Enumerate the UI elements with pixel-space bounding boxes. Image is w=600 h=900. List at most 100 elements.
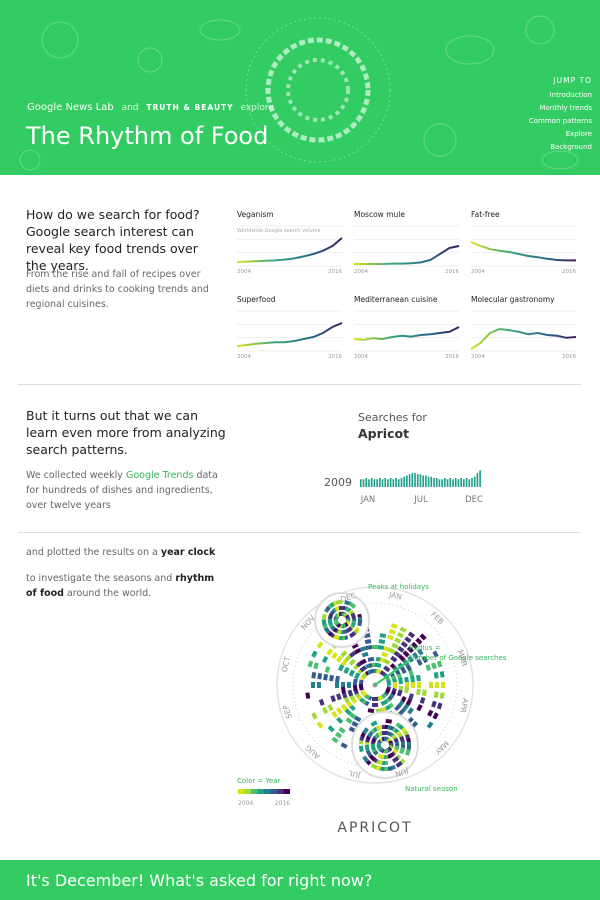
decor-block	[327, 704, 334, 712]
decor-block	[400, 641, 408, 648]
decor-block	[367, 708, 375, 714]
decor-block	[386, 679, 392, 687]
week-bar	[362, 479, 365, 487]
decor-block	[388, 628, 396, 635]
week-bar	[389, 478, 392, 487]
decor-block	[347, 689, 354, 697]
decor-block	[399, 747, 405, 755]
decor-block	[435, 682, 439, 688]
decor-block	[348, 602, 357, 609]
x-label: 2016	[445, 269, 459, 275]
decor-block	[345, 717, 353, 724]
decor-block	[340, 742, 348, 749]
header-clock	[245, 17, 391, 163]
decor-block	[396, 689, 403, 697]
decor-block	[370, 743, 376, 751]
week-bar	[435, 478, 438, 487]
decor-block	[340, 686, 346, 694]
annotation: Natural season	[405, 785, 458, 793]
trend-line	[354, 245, 460, 265]
decor-block	[407, 707, 414, 715]
decor-block	[332, 634, 340, 640]
week-bar	[365, 478, 368, 487]
nav-link[interactable]: Monthly trends	[539, 104, 592, 112]
decor-block	[357, 619, 363, 627]
nav-link[interactable]: Common patterns	[528, 117, 592, 125]
chart-subject: Apricot	[358, 426, 409, 441]
decor-block	[336, 707, 343, 715]
decor-block	[311, 672, 317, 679]
month-label: JUL	[347, 768, 362, 780]
nav-link[interactable]: Introduction	[549, 91, 592, 99]
clock-ring	[276, 586, 474, 784]
decor-block	[432, 650, 439, 658]
decor-block	[399, 735, 405, 743]
week-bar	[376, 479, 378, 487]
header-doodles	[19, 15, 579, 171]
decor-block	[394, 704, 402, 712]
decor-block	[391, 756, 400, 763]
decor-block	[307, 660, 314, 668]
decor-block	[408, 669, 414, 677]
decor-block	[335, 682, 339, 688]
week-bar	[433, 478, 435, 487]
decor-block	[426, 721, 434, 729]
week-bar	[479, 470, 481, 487]
week-bar	[360, 479, 362, 487]
week-bar	[422, 475, 424, 487]
decor-block	[348, 669, 355, 677]
decor-block	[412, 652, 419, 660]
nav-title: JUMP TO	[553, 76, 592, 85]
week-bar	[460, 478, 462, 487]
x-label: 2016	[562, 354, 576, 360]
week-bar	[473, 476, 476, 487]
decor-block	[364, 639, 372, 644]
decor-block	[359, 646, 367, 652]
decor-block	[417, 682, 421, 688]
month-label: SEP	[281, 703, 294, 719]
legend-swatch	[244, 789, 251, 794]
decor-block	[379, 633, 387, 639]
decor-block	[382, 731, 388, 735]
decor-block	[396, 631, 405, 639]
decor-block	[340, 703, 348, 711]
week-bar	[430, 476, 433, 487]
decor-block	[367, 656, 375, 662]
year-label: 2009	[324, 476, 352, 489]
decor-block	[372, 703, 378, 707]
brand: Google News Lab	[27, 102, 114, 113]
x-label: 2004	[237, 269, 251, 275]
week-bar	[397, 479, 400, 487]
learn-body: We collected weekly Google Trends data f…	[26, 468, 226, 513]
decor-block	[317, 682, 321, 688]
decor-block	[327, 725, 335, 733]
week-bar	[411, 472, 414, 487]
nav-link[interactable]: Explore	[565, 130, 592, 138]
week-bar	[406, 475, 408, 487]
week-bar	[416, 474, 419, 487]
x-label: 2016	[562, 269, 576, 275]
nav-link[interactable]: Background	[550, 143, 592, 151]
decor-block	[419, 696, 426, 704]
decor-block	[402, 703, 410, 711]
decor-block	[416, 674, 421, 682]
decor-block	[344, 600, 352, 606]
x-label: 2004	[354, 269, 368, 275]
decor-block	[338, 726, 346, 734]
trends-link[interactable]: Google Trends	[125, 470, 194, 481]
decor-block	[405, 664, 413, 672]
decor-block	[421, 689, 427, 697]
x-label: 2004	[354, 354, 368, 360]
decor-block	[391, 642, 399, 649]
decor-block	[340, 659, 348, 667]
decor-block	[362, 727, 369, 735]
decor-block	[350, 612, 357, 620]
decor-block	[436, 702, 443, 710]
month-label: FEB	[429, 610, 446, 626]
decor-block	[407, 631, 416, 639]
week-bar	[454, 478, 457, 487]
decor-block	[388, 647, 396, 655]
x-label: 2004	[237, 354, 251, 360]
decor-block	[354, 672, 361, 680]
x-label: 2016	[328, 354, 342, 360]
